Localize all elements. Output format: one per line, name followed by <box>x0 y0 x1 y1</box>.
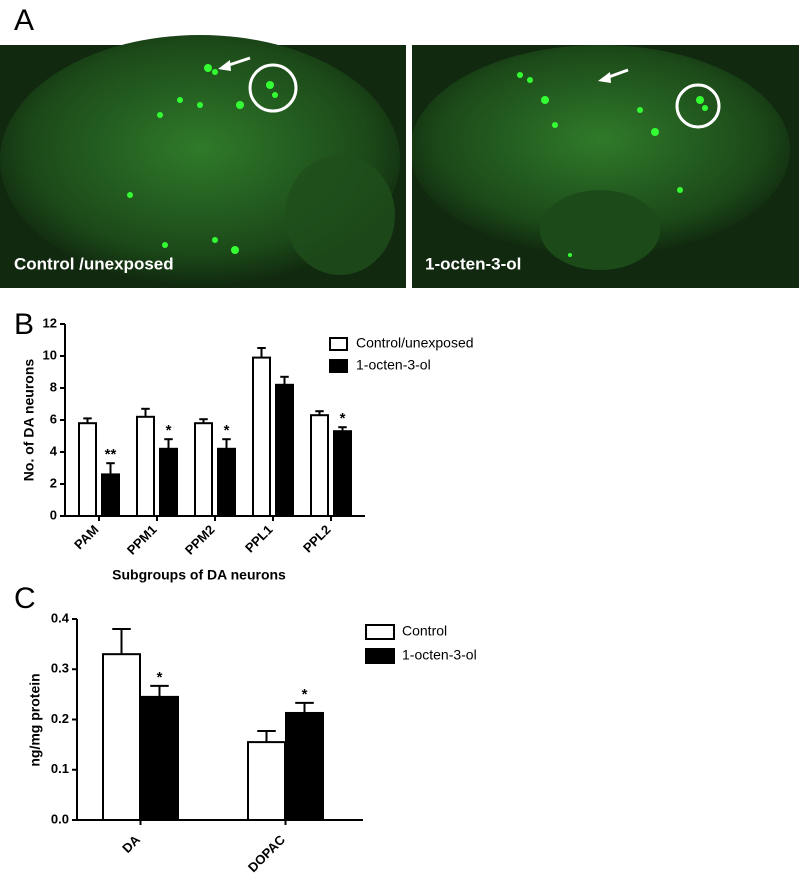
bar <box>247 741 286 821</box>
y-tick-label: 0.0 <box>51 811 69 826</box>
x-tick-label: PPL1 <box>242 522 276 556</box>
y-tick-label: 0.3 <box>51 661 69 676</box>
legend-label: Control/unexposed <box>356 335 474 351</box>
bar <box>275 383 294 517</box>
x-axis-title: Subgroups of DA neurons <box>112 567 286 583</box>
y-axis-title: No. of DA neurons <box>21 359 37 482</box>
y-tick-label: 0 <box>50 507 57 522</box>
y-tick-label: 12 <box>43 315 57 330</box>
bar <box>333 430 352 518</box>
bar <box>285 711 324 822</box>
legend-label: Control <box>402 623 447 639</box>
micrograph <box>0 35 799 288</box>
y-tick-label: 0.2 <box>51 711 69 726</box>
legend-swatch <box>365 624 395 640</box>
x-tick-label: DOPAC <box>245 832 289 876</box>
bar <box>252 356 271 517</box>
bar <box>159 447 178 517</box>
significance: * <box>157 669 163 686</box>
y-tick-label: 4 <box>50 443 58 458</box>
significance: * <box>302 686 308 703</box>
y-tick-label: 6 <box>50 411 57 426</box>
x-tick-label: PAM <box>71 522 101 552</box>
panel-label: C <box>14 582 36 615</box>
legend-swatch <box>329 359 348 373</box>
panel-label: B <box>14 308 34 341</box>
y-axis-title: ng/mg protein <box>27 673 43 766</box>
y-tick-label: 10 <box>43 347 57 362</box>
y-tick-label: 2 <box>50 475 57 490</box>
legend-swatch <box>329 337 348 351</box>
bar <box>102 653 141 821</box>
y-tick-label: 8 <box>50 379 57 394</box>
significance: ** <box>105 446 117 463</box>
image-caption: 1-octen-3-ol <box>425 254 521 273</box>
bar <box>78 422 97 518</box>
panel-label: A <box>14 4 34 37</box>
bar <box>136 415 155 517</box>
legend-swatch <box>365 648 395 664</box>
legend-label: 1-octen-3-ol <box>356 357 431 373</box>
legend-label: 1-octen-3-ol <box>402 647 477 663</box>
x-tick-label: PPL2 <box>300 522 334 556</box>
bar <box>194 422 213 518</box>
x-tick-label: PPM2 <box>182 522 218 558</box>
image-caption: Control /unexposed <box>14 254 174 273</box>
x-tick-label: DA <box>119 832 143 856</box>
bar <box>140 695 179 822</box>
bar <box>217 447 236 517</box>
x-tick-label: PPM1 <box>124 522 160 558</box>
significance: * <box>224 422 230 439</box>
significance: * <box>340 410 346 427</box>
significance: * <box>166 422 172 439</box>
bar <box>101 473 120 517</box>
y-tick-label: 0.4 <box>51 610 70 625</box>
y-tick-label: 0.1 <box>51 761 69 776</box>
bar <box>310 414 329 518</box>
